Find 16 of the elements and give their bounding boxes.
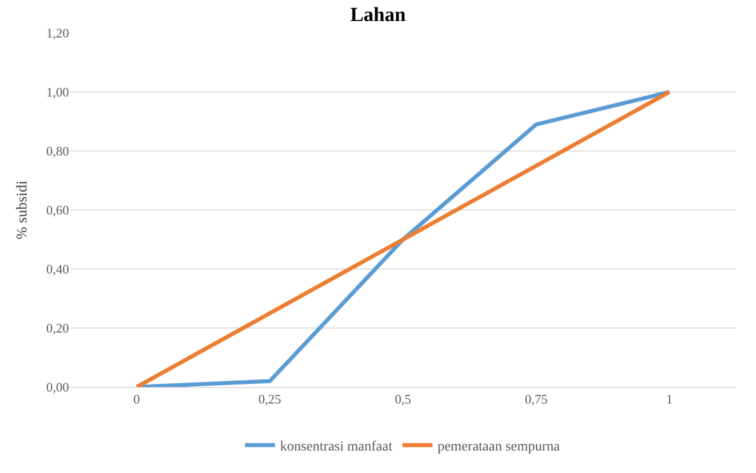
x-tick-label: 0,25 [258, 392, 282, 407]
legend-label: pemerataan sempurna [437, 440, 561, 455]
y-tick-label: 0,80 [46, 144, 69, 159]
x-tick-label: 0,5 [394, 392, 412, 407]
legend-label: konsentrasi manfaat [280, 440, 392, 455]
y-tick-label: 1,00 [46, 84, 69, 100]
y-tick-label: 0,40 [46, 262, 69, 277]
y-tick-label: 0,20 [46, 320, 69, 336]
x-tick-label: 0,75 [524, 392, 548, 407]
y-axis-title: % subsidi [14, 180, 30, 240]
x-tick-label: 0 [133, 392, 140, 407]
y-tick-label: 1,20 [46, 26, 69, 41]
y-tick-label: 0,60 [46, 202, 69, 218]
x-tick-label: 1 [666, 392, 673, 407]
chart-title: Lahan [350, 4, 406, 26]
y-tick-label: 0,00 [46, 380, 69, 395]
